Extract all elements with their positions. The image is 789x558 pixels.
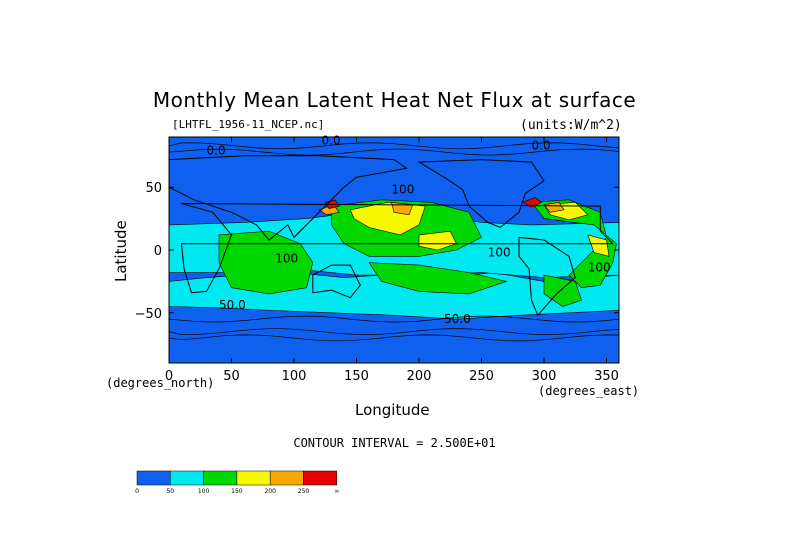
y-tick-label-2: −50 <box>135 307 162 322</box>
contour-label-8: 50.0 <box>219 298 246 312</box>
x-unit-label: (degrees_east) <box>538 384 640 398</box>
region-atlantic-yellow-2 <box>587 234 610 257</box>
continent-outline-1 <box>180 203 615 294</box>
contour-label-6: 100 <box>588 260 611 274</box>
y-unit-label: (degrees_north) <box>106 376 215 390</box>
contour-line-2 <box>168 334 620 342</box>
contour-label-1: 0.0 <box>532 139 551 153</box>
contour-line-3 <box>168 148 620 156</box>
x-tick-label-1: 50 <box>223 369 240 384</box>
continent-outline-2 <box>417 159 545 228</box>
region-spacific-green <box>368 262 508 295</box>
colorbar-swatch-2 <box>203 470 238 486</box>
south-polar-band <box>169 327 619 363</box>
contour-line-1 <box>168 328 620 335</box>
x-axis-label: Longitude <box>355 401 430 419</box>
continent-outline-3 <box>518 236 576 317</box>
contour-label-7: 50.0 <box>444 312 471 326</box>
colorbar-label-1: 50 <box>166 488 174 495</box>
region-indian-green <box>218 230 314 295</box>
continent-outline-0 <box>168 155 408 241</box>
contour-line-0 <box>168 315 620 323</box>
contour-interval-label: CONTOUR INTERVAL = 2.500E+01 <box>293 436 496 450</box>
chart-title: Monthly Mean Latent Heat Net Flux at sur… <box>152 88 637 112</box>
contour-label-2: 0.0 <box>207 144 226 158</box>
colorbar-swatch-3 <box>236 470 271 486</box>
continent-outline-4 <box>312 264 361 299</box>
region-orange-1 <box>391 201 414 216</box>
y-tick-label-1: 0 <box>154 244 162 259</box>
contour-line-4 <box>168 142 620 150</box>
x-tick-label-0: 0 <box>165 369 173 384</box>
region-sam-green <box>543 274 582 307</box>
colorbar-label-4: 200 <box>264 488 276 495</box>
contour-label-0: 0.0 <box>322 134 341 148</box>
colorbar-swatch-0 <box>136 470 171 486</box>
region-orange-2 <box>543 201 565 213</box>
x-tick-label-5: 250 <box>469 369 494 384</box>
file-label: [LHTFL_1956-11_NCEP.nc] <box>172 118 325 131</box>
x-tick-label-2: 100 <box>282 369 307 384</box>
colorbar-label-6: ∞ <box>334 488 339 495</box>
colorbar-label-2: 100 <box>198 488 210 495</box>
x-tick-label-6: 300 <box>532 369 557 384</box>
contour-label-4: 100 <box>275 252 298 266</box>
units-label: (units:W/m^2) <box>520 118 622 133</box>
colorbar-swatch-1 <box>170 470 204 486</box>
x-tick-label-4: 200 <box>407 369 432 384</box>
x-tick-label-7: 350 <box>594 369 619 384</box>
colorbar-swatch-4 <box>269 470 304 486</box>
x-tick-label-3: 150 <box>344 369 369 384</box>
contour-label-3: 100 <box>392 183 415 197</box>
colorbar-swatch-5 <box>303 470 338 486</box>
y-tick-label-0: 50 <box>145 181 162 196</box>
colorbar-label-3: 150 <box>231 488 243 495</box>
region-pacific-yellow-2 <box>418 230 457 251</box>
contour-label-5: 100 <box>488 245 511 259</box>
colorbar-label-0: 0 <box>135 488 139 495</box>
y-axis-label: Latitude <box>112 220 130 282</box>
colorbar-label-5: 250 <box>298 488 310 495</box>
